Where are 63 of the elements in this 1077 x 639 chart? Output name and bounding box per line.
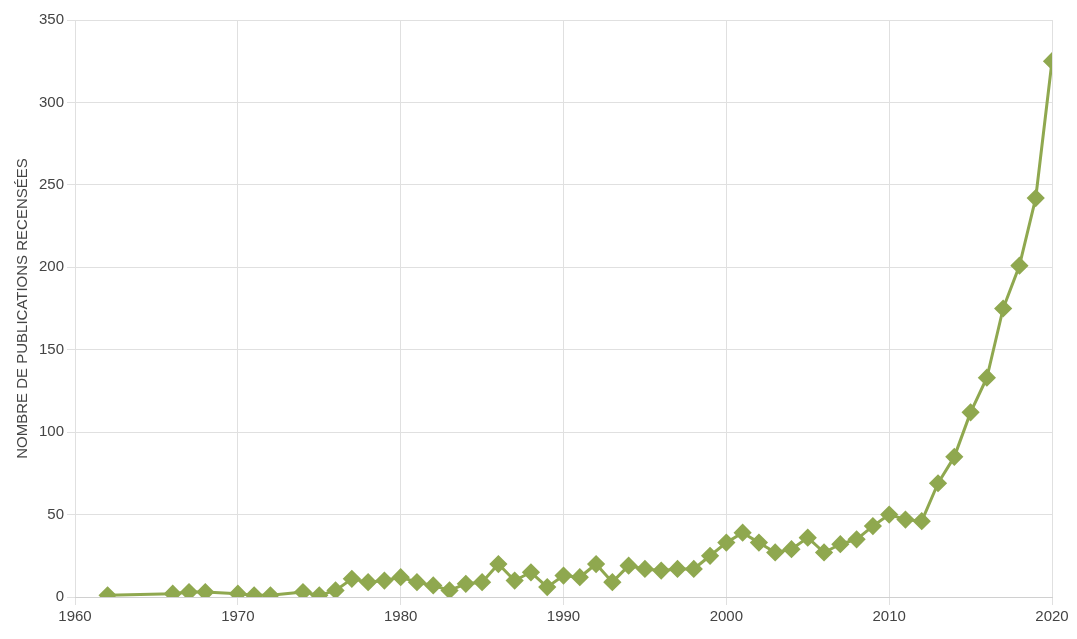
y-tick-label: 0 — [55, 587, 65, 605]
x-tick-label: 2000 — [709, 607, 744, 625]
point — [1010, 257, 1028, 275]
point — [457, 575, 475, 593]
point — [799, 529, 817, 547]
point — [408, 573, 426, 591]
point — [652, 562, 670, 580]
point — [994, 300, 1012, 317]
x-tick-label: 2020 — [1035, 607, 1069, 625]
point — [489, 555, 507, 573]
point — [441, 581, 459, 597]
point — [327, 581, 345, 597]
point — [734, 524, 752, 542]
point — [929, 474, 947, 492]
point — [294, 583, 312, 597]
point — [815, 543, 833, 561]
y-tick-label: 50 — [47, 504, 65, 522]
point — [1027, 189, 1045, 207]
point — [196, 583, 214, 597]
point — [636, 560, 654, 578]
point — [848, 530, 866, 548]
y-tick-label: 300 — [39, 92, 65, 110]
point — [978, 369, 996, 387]
y-tick-label: 100 — [39, 422, 65, 440]
point — [782, 540, 800, 558]
point — [864, 517, 882, 535]
x-tick-label: 2010 — [872, 607, 906, 625]
point — [392, 568, 410, 586]
point — [766, 543, 784, 561]
point — [473, 573, 491, 591]
point — [880, 506, 898, 524]
y-tick-label: 200 — [39, 257, 65, 275]
point — [750, 534, 768, 552]
point — [506, 572, 524, 590]
point — [962, 403, 980, 421]
point — [359, 573, 377, 591]
point — [375, 572, 393, 590]
x-tick-label: 1980 — [384, 607, 418, 625]
x-tick-label: 1990 — [546, 607, 581, 625]
point — [180, 583, 198, 597]
point — [831, 535, 849, 553]
point — [424, 576, 442, 594]
point — [685, 560, 703, 578]
y-tick-label: 150 — [39, 339, 65, 357]
point — [668, 560, 686, 578]
point — [555, 567, 573, 585]
x-tick-label: 1960 — [58, 607, 92, 625]
point — [717, 534, 735, 552]
point — [571, 568, 589, 586]
point — [701, 547, 719, 565]
point — [603, 573, 621, 591]
point — [522, 563, 540, 581]
point — [945, 448, 963, 466]
point — [538, 578, 556, 596]
point — [620, 557, 638, 575]
y-tick-label: 350 — [39, 10, 65, 28]
point — [343, 570, 361, 588]
point — [896, 511, 914, 529]
x-tick-label: 1970 — [221, 607, 255, 625]
y-tick-label: 250 — [39, 175, 65, 192]
point — [587, 555, 605, 573]
y-axis-title: NOMBRE DE PUBLICATIONS RECENSÉES — [13, 158, 31, 459]
point — [913, 512, 931, 530]
